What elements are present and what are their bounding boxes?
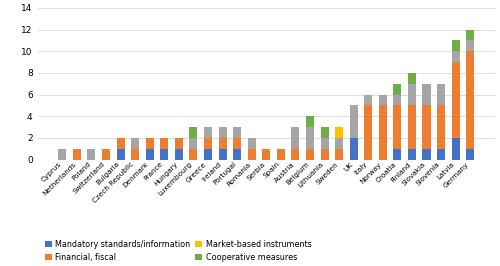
Bar	[175, 149, 183, 160]
Bar	[218, 127, 226, 138]
Bar	[88, 149, 96, 160]
Bar	[320, 149, 328, 160]
Bar	[131, 149, 139, 160]
Bar	[306, 149, 314, 160]
Bar	[218, 138, 226, 149]
Bar	[379, 95, 387, 105]
Bar	[394, 95, 402, 105]
Bar	[233, 138, 241, 149]
Bar	[204, 127, 212, 138]
Bar	[73, 149, 81, 160]
Bar	[422, 105, 430, 149]
Bar	[364, 95, 372, 105]
Bar	[102, 149, 110, 160]
Bar	[379, 105, 387, 160]
Bar	[422, 149, 430, 160]
Bar	[364, 105, 372, 160]
Bar	[350, 138, 358, 160]
Bar	[437, 105, 445, 149]
Bar	[190, 149, 198, 160]
Legend: Mandatory standards/information, Financial, fiscal, Information/Education/ Train: Mandatory standards/information, Financi…	[42, 236, 314, 266]
Bar	[116, 138, 124, 149]
Bar	[160, 149, 168, 160]
Bar	[204, 138, 212, 149]
Bar	[277, 149, 285, 160]
Bar	[320, 127, 328, 138]
Bar	[408, 105, 416, 149]
Bar	[408, 149, 416, 160]
Bar	[408, 84, 416, 105]
Bar	[335, 127, 343, 138]
Bar	[146, 149, 154, 160]
Bar	[452, 62, 460, 138]
Bar	[466, 51, 474, 149]
Bar	[335, 138, 343, 149]
Bar	[292, 127, 300, 149]
Bar	[190, 127, 198, 138]
Bar	[422, 84, 430, 105]
Bar	[437, 84, 445, 105]
Bar	[306, 127, 314, 149]
Bar	[175, 138, 183, 149]
Bar	[394, 149, 402, 160]
Bar	[437, 149, 445, 160]
Bar	[116, 149, 124, 160]
Bar	[292, 149, 300, 160]
Bar	[452, 138, 460, 160]
Bar	[248, 138, 256, 149]
Bar	[146, 138, 154, 149]
Bar	[466, 30, 474, 40]
Bar	[335, 149, 343, 160]
Bar	[350, 105, 358, 138]
Bar	[190, 138, 198, 149]
Bar	[306, 116, 314, 127]
Bar	[466, 149, 474, 160]
Bar	[58, 149, 66, 160]
Bar	[320, 138, 328, 149]
Bar	[248, 149, 256, 160]
Bar	[394, 105, 402, 149]
Bar	[452, 40, 460, 51]
Bar	[262, 149, 270, 160]
Bar	[452, 51, 460, 62]
Bar	[131, 138, 139, 149]
Bar	[218, 149, 226, 160]
Bar	[394, 84, 402, 95]
Bar	[160, 138, 168, 149]
Bar	[204, 149, 212, 160]
Bar	[233, 127, 241, 138]
Bar	[408, 73, 416, 84]
Bar	[233, 149, 241, 160]
Bar	[466, 40, 474, 51]
